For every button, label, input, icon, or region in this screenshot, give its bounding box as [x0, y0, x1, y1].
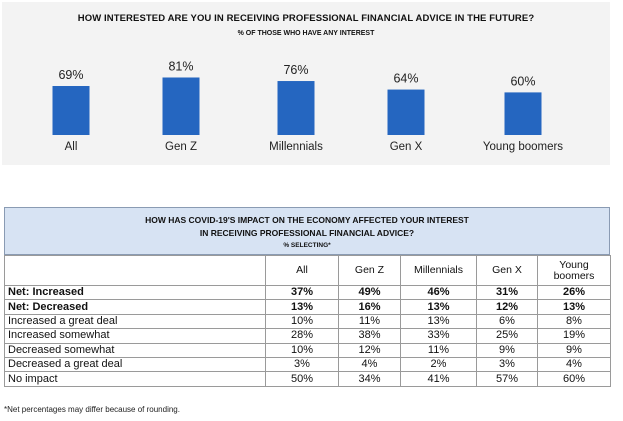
- category-label: All: [65, 141, 78, 153]
- table-cell: 4%: [537, 356, 611, 373]
- row-label: Net: Increased: [4, 284, 266, 301]
- table-cell: 13%: [400, 299, 477, 315]
- row-label: Net: Decreased: [4, 299, 266, 315]
- table-cell: 8%: [537, 313, 611, 330]
- chart-title: HOW INTERESTED ARE YOU IN RECEIVING PROF…: [77, 13, 535, 24]
- bar-0: [52, 86, 90, 135]
- table-cell: 19%: [537, 328, 611, 344]
- bar-value-label: 81%: [168, 59, 193, 73]
- column-header: Millennials: [400, 255, 477, 286]
- table-row: Decreased somewhat 10% 12% 11% 9% 9%: [4, 342, 611, 358]
- chart-subtitle: % OF THOSE WHO HAVE ANY INTEREST: [237, 30, 375, 37]
- bar-1: [162, 77, 200, 135]
- table-cell: 28%: [265, 328, 339, 344]
- table-cell: 26%: [537, 284, 611, 301]
- table-cell: 13%: [265, 299, 339, 315]
- row-label: No impact: [4, 371, 266, 387]
- table-cell: 33%: [400, 328, 477, 344]
- row-label: Decreased somewhat: [4, 342, 266, 358]
- table-cell: 9%: [476, 342, 538, 358]
- table-cell: 10%: [265, 313, 339, 330]
- header-blank-cell: [4, 255, 266, 286]
- category-label: Gen Z: [165, 141, 197, 153]
- table-cell: 6%: [476, 313, 538, 330]
- table-cell: 4%: [338, 356, 401, 373]
- table-cell: 13%: [400, 313, 477, 330]
- table-title-line-2: IN RECEIVING PROFESSIONAL FINANCIAL ADVI…: [199, 228, 415, 238]
- row-label: Increased somewhat: [4, 328, 266, 344]
- bar-chart: 69% All 81% Gen Z 76% Millennials 64% Gen X 60% Y…: [52, 59, 563, 153]
- table-cell: 12%: [338, 342, 401, 358]
- bar-value-label: 60%: [510, 74, 535, 88]
- survey-table: All Gen Z Millennials Gen X Young boomers…: [4, 255, 611, 387]
- table-body: Net: Increased 37% 49% 46% 31% 26% Net: Decrea…: [4, 284, 611, 387]
- footnote: *Net percentages may differ because of r…: [4, 405, 180, 414]
- category-label: Millennials: [269, 141, 323, 153]
- table-cell: 11%: [338, 313, 401, 330]
- bar-value-label: 76%: [283, 63, 308, 77]
- table-row: Increased somewhat 28% 38% 33% 25% 19%: [4, 328, 611, 344]
- table-subtitle: % SELECTING*: [283, 242, 331, 249]
- table-title-line-1: HOW HAS COVID-19'S IMPACT ON THE ECONOMY…: [145, 215, 469, 225]
- bar-value-label: 64%: [393, 72, 418, 86]
- bar-value-label: 69%: [58, 68, 83, 82]
- table-row: Decreased a great deal 3% 4% 2% 3% 4%: [4, 356, 611, 373]
- table-row: Net: Decreased 13% 16% 13% 12% 13%: [4, 299, 611, 315]
- table-cell: 10%: [265, 342, 339, 358]
- table-cell: 3%: [265, 356, 339, 373]
- table-cell: 38%: [338, 328, 401, 344]
- table-cell: 13%: [537, 299, 611, 315]
- chart-panel: 69% All 81% Gen Z 76% Millennials 64% Gen X 60% Y…: [2, 2, 610, 165]
- table-cell: 11%: [400, 342, 477, 358]
- table-cell: 34%: [338, 371, 401, 387]
- bar-2: [277, 81, 315, 135]
- table-row: Increased a great deal 10% 11% 13% 6% 8%: [4, 313, 611, 330]
- table-row: No impact 50% 34% 41% 57% 60%: [4, 371, 611, 387]
- table-cell: 9%: [537, 342, 611, 358]
- row-label: Increased a great deal: [4, 313, 266, 330]
- table-cell: 12%: [476, 299, 538, 315]
- bar-3: [387, 89, 425, 135]
- table-panel: HOW HAS COVID-19'S IMPACT ON THE ECONOMY…: [4, 207, 611, 399]
- table-cell: 37%: [265, 284, 339, 301]
- table-cell: 3%: [476, 356, 538, 373]
- table-cell: 16%: [338, 299, 401, 315]
- category-label: Young boomers: [483, 141, 563, 153]
- column-header: Gen X: [476, 255, 538, 286]
- column-header: Gen Z: [338, 255, 401, 286]
- bar-4: [504, 92, 542, 135]
- table-row: Net: Increased 37% 49% 46% 31% 26%: [4, 284, 611, 301]
- table-cell: 57%: [476, 371, 538, 387]
- table-title-block: HOW HAS COVID-19'S IMPACT ON THE ECONOMY…: [4, 207, 610, 255]
- category-label: Gen X: [390, 141, 423, 153]
- column-header: All: [265, 255, 339, 286]
- table-cell: 41%: [400, 371, 477, 387]
- table-cell: 31%: [476, 284, 538, 301]
- table-cell: 46%: [400, 284, 477, 301]
- table-cell: 60%: [537, 371, 611, 387]
- table-header-row: All Gen Z Millennials Gen X Young boomers: [4, 255, 611, 286]
- table-cell: 25%: [476, 328, 538, 344]
- column-header: Young boomers: [537, 255, 611, 286]
- table-cell: 50%: [265, 371, 339, 387]
- table-cell: 2%: [400, 356, 477, 373]
- table-cell: 49%: [338, 284, 401, 301]
- row-label: Decreased a great deal: [4, 356, 266, 373]
